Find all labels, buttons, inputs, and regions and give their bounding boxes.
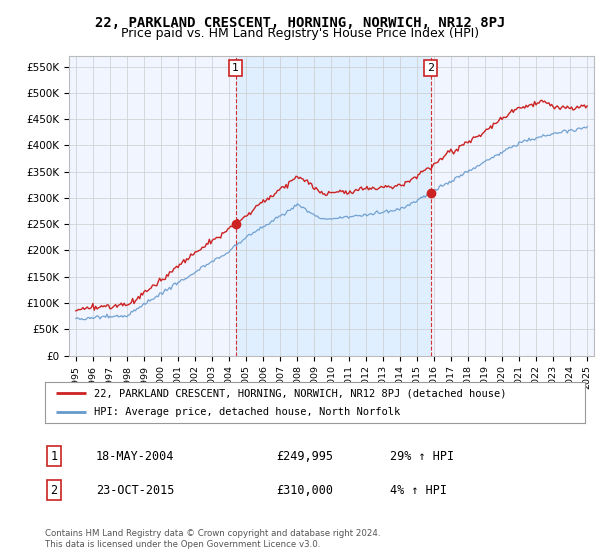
Text: 22, PARKLAND CRESCENT, HORNING, NORWICH, NR12 8PJ (detached house): 22, PARKLAND CRESCENT, HORNING, NORWICH,… (94, 389, 506, 398)
Text: £249,995: £249,995 (276, 450, 333, 463)
Bar (236, 56, 431, 356)
Text: 23-OCT-2015: 23-OCT-2015 (96, 483, 175, 497)
Text: HPI: Average price, detached house, North Norfolk: HPI: Average price, detached house, Nort… (94, 407, 400, 417)
Text: 22, PARKLAND CRESCENT, HORNING, NORWICH, NR12 8PJ: 22, PARKLAND CRESCENT, HORNING, NORWICH,… (95, 16, 505, 30)
Text: 1: 1 (232, 63, 239, 73)
Text: 2: 2 (427, 63, 434, 73)
Text: 29% ↑ HPI: 29% ↑ HPI (390, 450, 454, 463)
Text: Contains HM Land Registry data © Crown copyright and database right 2024.
This d: Contains HM Land Registry data © Crown c… (45, 529, 380, 549)
Text: 2: 2 (50, 483, 58, 497)
Text: Price paid vs. HM Land Registry's House Price Index (HPI): Price paid vs. HM Land Registry's House … (121, 27, 479, 40)
Text: 4% ↑ HPI: 4% ↑ HPI (390, 483, 447, 497)
Text: 18-MAY-2004: 18-MAY-2004 (96, 450, 175, 463)
Text: 1: 1 (50, 450, 58, 463)
Text: £310,000: £310,000 (276, 483, 333, 497)
